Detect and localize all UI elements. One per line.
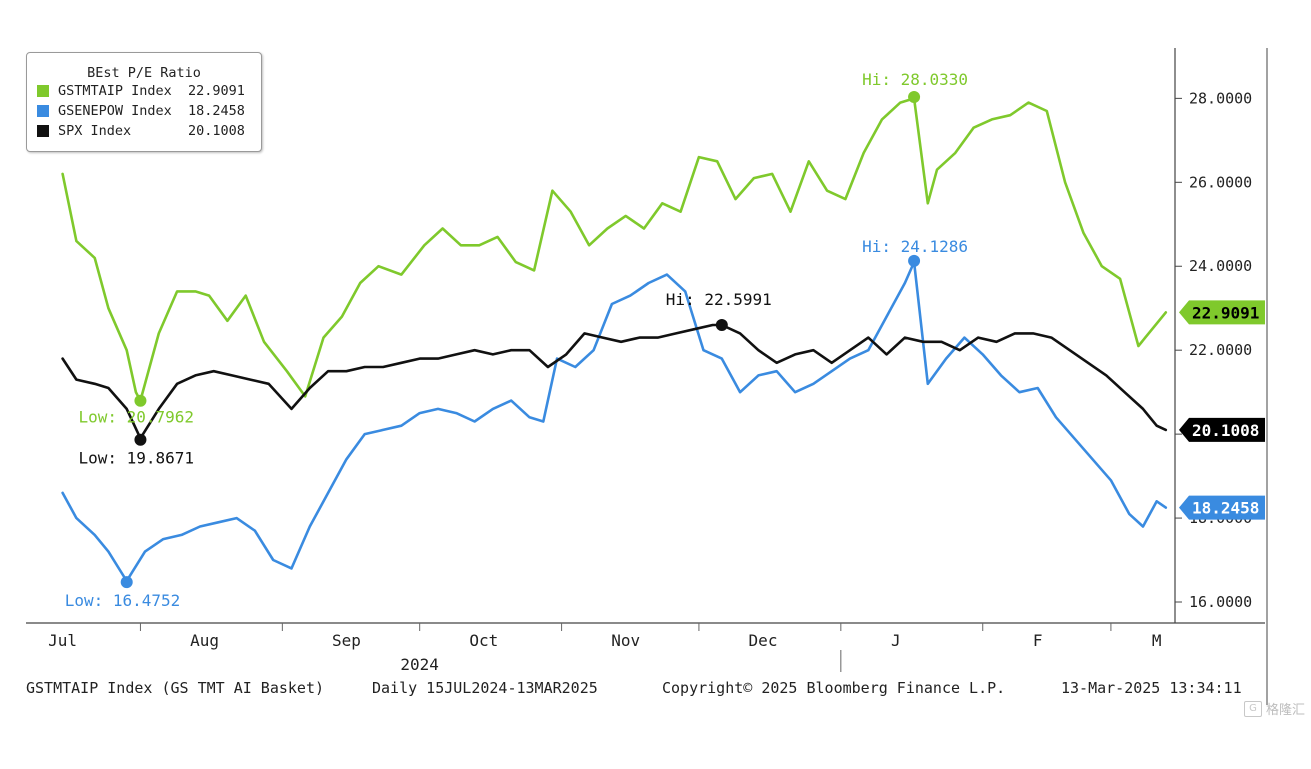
legend: BEst P/E Ratio GSTMTAIP Index 22.9091 GS… (26, 52, 262, 152)
legend-item-gstmtaip: GSTMTAIP Index 22.9091 (27, 81, 261, 101)
value-badge-1: 18.2458 (1179, 496, 1265, 520)
series-high-label: Hi: 22.5991 (666, 290, 772, 309)
x-tick-label: Oct (469, 631, 498, 650)
series-low-label: Low: 19.8671 (78, 449, 194, 468)
series-line-2 (63, 325, 1166, 438)
series-high-label: Hi: 24.1286 (862, 237, 968, 256)
x-tick-label: Aug (190, 631, 219, 650)
x-tick-label: Nov (611, 631, 640, 650)
value-badge-2: 20.1008 (1179, 418, 1265, 442)
x-tick-label: J (891, 631, 901, 650)
series-low-label: Low: 16.4752 (65, 591, 181, 610)
x-tick-label: F (1033, 631, 1043, 650)
series-low-label: Low: 20.7962 (78, 408, 194, 427)
legend-value: 20.1008 (188, 123, 258, 139)
footer-index-label: GSTMTAIP Index (GS TMT AI Basket) (26, 679, 324, 697)
series-high-marker (908, 255, 920, 267)
footer: GSTMTAIP Index (GS TMT AI Basket) Daily … (26, 679, 1266, 769)
x-tick-label: Sep (332, 631, 361, 650)
footer-range-label: Daily 15JUL2024-13MAR2025 (372, 679, 598, 697)
series-low-marker (134, 434, 146, 446)
legend-item-spx: SPX Index 20.1008 (27, 121, 261, 141)
watermark-logo-icon: G (1244, 701, 1262, 717)
value-badge-0: 22.9091 (1179, 300, 1265, 324)
legend-title: BEst P/E Ratio (27, 65, 261, 81)
x-tick-label: Jul (48, 631, 77, 650)
value-badge-label: 18.2458 (1192, 499, 1259, 518)
legend-swatch-spx (37, 125, 49, 137)
series-high-label: Hi: 28.0330 (862, 70, 968, 89)
x-tick-label: Dec (749, 631, 778, 650)
x-year-label: 2024 (400, 655, 439, 674)
legend-swatch-gsenepow (37, 105, 49, 117)
legend-name: GSENEPOW Index (58, 103, 188, 119)
y-tick-label: 22.0000 (1189, 341, 1252, 359)
y-tick-label: 24.0000 (1189, 257, 1252, 275)
series-high-marker (716, 319, 728, 331)
legend-value: 18.2458 (188, 103, 258, 119)
series-line-1 (63, 262, 1166, 581)
footer-timestamp: 13-Mar-2025 13:34:11 (1061, 679, 1242, 697)
value-badge-label: 22.9091 (1192, 303, 1259, 322)
series-low-marker (121, 576, 133, 588)
legend-name: GSTMTAIP Index (58, 83, 188, 99)
legend-swatch-gstmtaip (37, 85, 49, 97)
footer-copyright: Copyright© 2025 Bloomberg Finance L.P. (662, 679, 1005, 697)
y-tick-label: 16.0000 (1189, 593, 1252, 611)
y-tick-label: 26.0000 (1189, 173, 1252, 191)
series-low-marker (134, 395, 146, 407)
legend-name: SPX Index (58, 123, 188, 139)
x-tick-label: M (1152, 631, 1162, 650)
legend-item-gsenepow: GSENEPOW Index 18.2458 (27, 101, 261, 121)
watermark-text: 格隆汇 (1266, 699, 1305, 718)
value-badge-label: 20.1008 (1192, 421, 1259, 440)
y-tick-label: 28.0000 (1189, 89, 1252, 107)
series-high-marker (908, 91, 920, 103)
watermark: G 格隆汇 (1244, 699, 1305, 718)
legend-value: 22.9091 (188, 83, 258, 99)
